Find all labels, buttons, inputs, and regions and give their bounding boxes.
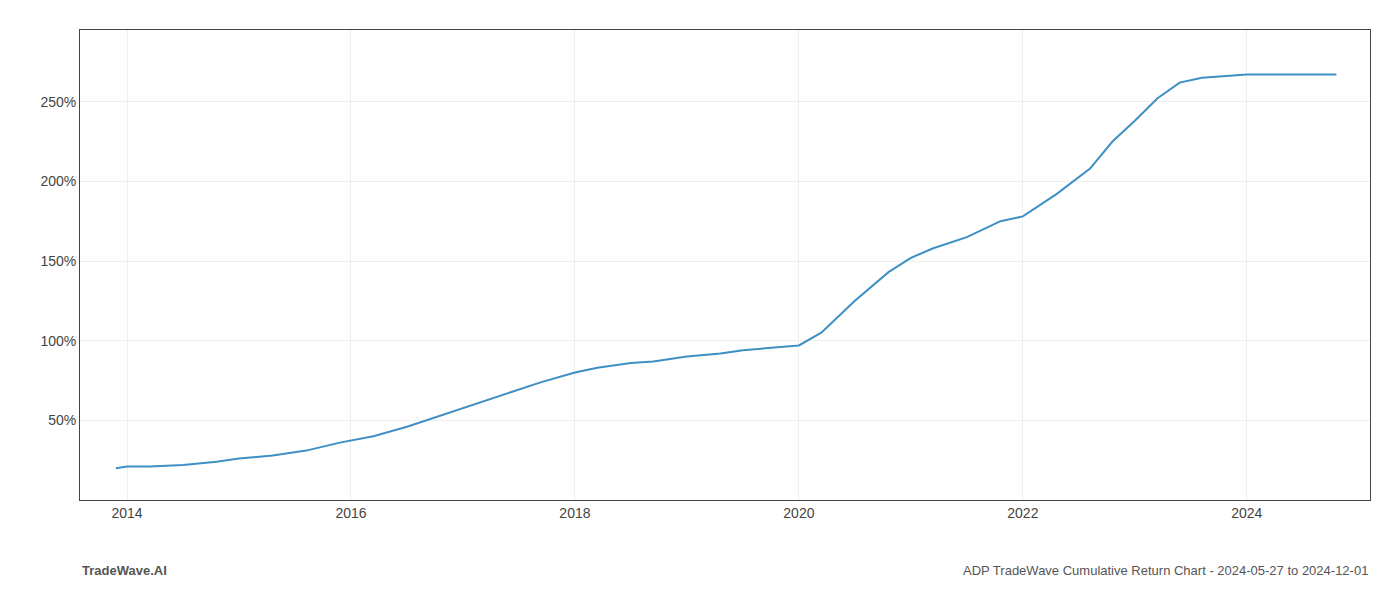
svg-text:150%: 150% [40,253,76,269]
svg-text:ADP TradeWave Cumulative Retur: ADP TradeWave Cumulative Return Chart - … [963,563,1368,578]
svg-text:2022: 2022 [1007,505,1038,521]
svg-text:2024: 2024 [1231,505,1262,521]
svg-text:TradeWave.AI: TradeWave.AI [82,563,167,578]
svg-text:2016: 2016 [335,505,366,521]
svg-text:2020: 2020 [783,505,814,521]
svg-text:50%: 50% [48,412,76,428]
svg-text:2014: 2014 [111,505,142,521]
svg-text:100%: 100% [40,333,76,349]
svg-text:2018: 2018 [559,505,590,521]
svg-text:250%: 250% [40,94,76,110]
svg-text:200%: 200% [40,173,76,189]
